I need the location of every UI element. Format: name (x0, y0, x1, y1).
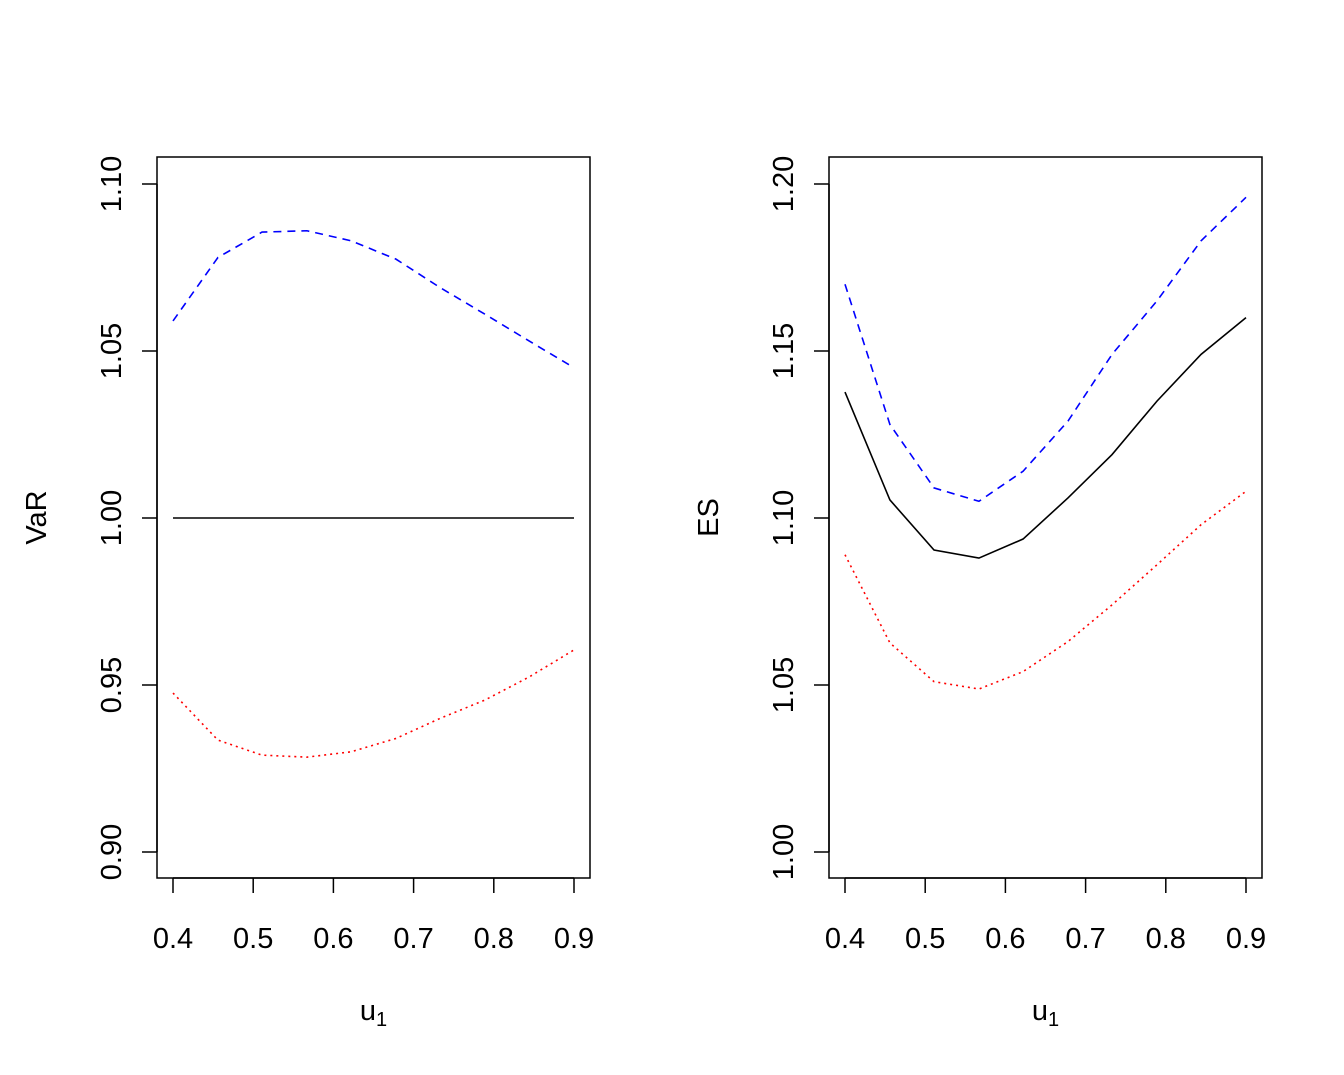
series-line-solid (844, 316, 1247, 559)
x-axis-label: u1 (360, 995, 387, 1031)
x-tick-label: 0.5 (905, 923, 945, 955)
y-tick-label: 1.05 (768, 657, 800, 713)
x-tick-label: 0.8 (474, 923, 514, 955)
y-tick-label: 1.05 (96, 323, 128, 379)
y-tick-label: 0.90 (96, 824, 128, 880)
y-tick-label: 1.00 (96, 490, 128, 546)
series-line-dotted (844, 490, 1247, 690)
x-tick-label: 0.9 (1226, 923, 1266, 955)
x-tick-label: 0.6 (313, 923, 353, 955)
x-tick-label: 0.4 (153, 923, 193, 955)
y-tick-label: 1.10 (768, 490, 800, 546)
y-tick-label: 1.10 (96, 156, 128, 212)
x-tick-label: 0.4 (825, 923, 865, 955)
panel-1: 0.4 0.5 0.6 0.7 0.8 0.9 0.90 0.95 1.00 1.05 1.10 u1… (21, 156, 594, 1031)
x-tick-label: 0.7 (393, 923, 433, 955)
y-tick-label: 0.95 (96, 657, 128, 713)
series-line-dashed (172, 229, 575, 369)
x-tick-label: 0.5 (233, 923, 273, 955)
panel-2: 0.4 0.5 0.6 0.7 0.8 0.9 1.00 1.05 1.10 1.15 1.20 u1… (693, 156, 1266, 1031)
x-axis-label-subscript: 1 (1048, 1009, 1059, 1031)
y-tick-label: 1.15 (768, 323, 800, 379)
x-tick-label: 0.6 (985, 923, 1025, 955)
x-axis-label-subscript: 1 (376, 1009, 387, 1031)
x-tick-label: 0.7 (1065, 923, 1105, 955)
x-tick-label: 0.9 (554, 923, 594, 955)
y-tick-label: 1.20 (768, 156, 800, 212)
y-axis-label: ES (693, 498, 725, 537)
y-axis-label: VaR (21, 490, 53, 544)
x-axis-label: u1 (1032, 995, 1059, 1031)
series-line-dotted (172, 649, 575, 758)
x-tick-label: 0.8 (1146, 923, 1186, 955)
y-tick-label: 1.00 (768, 824, 800, 880)
series-line-dashed (844, 196, 1247, 503)
